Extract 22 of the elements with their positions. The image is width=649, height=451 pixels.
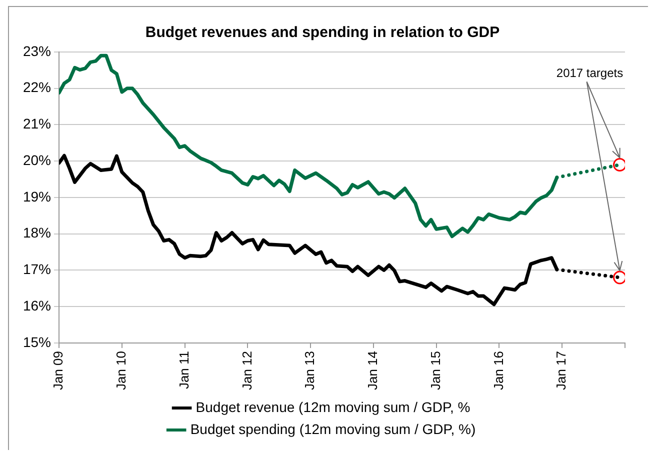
y-tick-label: 16% — [22, 297, 52, 314]
y-tick-label: 22% — [22, 79, 52, 96]
y-tick-label: 15% — [22, 334, 52, 350]
x-tick-label: Jan 09 — [50, 350, 66, 390]
x-tick-label: Jan 13 — [302, 350, 318, 390]
y-tick-label: 19% — [22, 188, 52, 204]
x-tick-label: Jan 12 — [239, 350, 254, 390]
y-tick-label: 17% — [22, 261, 52, 278]
legend-label: Budget spending (12m moving sum / GDP, %) — [190, 420, 476, 437]
annotation: 2017 targets — [556, 66, 624, 80]
y-tick-label: 18% — [22, 224, 52, 241]
x-tick-label: Jan 11 — [176, 350, 192, 390]
chart-title: Budget revenues and spending in relation to GDP — [145, 24, 500, 42]
legend-label: Budget revenue (12m moving sum / GDP, % — [196, 398, 470, 415]
x-tick-label: Jan 10 — [113, 350, 128, 390]
y-tick-label: 21% — [22, 116, 52, 132]
y-tick-label: 23% — [22, 42, 52, 59]
x-tick-label: Jan 16 — [490, 350, 506, 390]
x-tick-label: Jan 14 — [365, 350, 380, 390]
x-tick-label: Jan 17 — [554, 350, 569, 390]
y-tick-label: 20% — [22, 152, 52, 168]
x-tick-label: Jan 15 — [428, 350, 443, 390]
